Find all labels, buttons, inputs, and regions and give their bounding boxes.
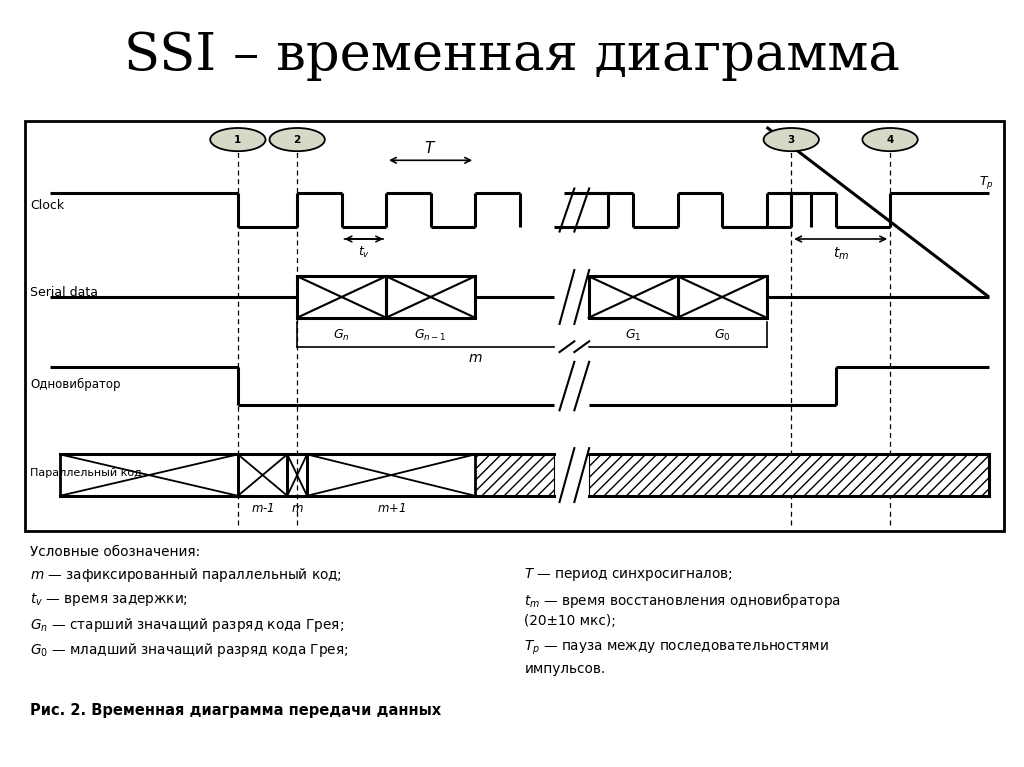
- Text: $G_{n-1}$: $G_{n-1}$: [415, 328, 446, 343]
- Text: $G_0$: $G_0$: [714, 328, 730, 343]
- Text: $T_p$ — пауза между последовательностями: $T_p$ — пауза между последовательностями: [524, 639, 829, 657]
- Text: Serial data: Serial data: [31, 286, 98, 299]
- Circle shape: [764, 128, 819, 151]
- Text: $G_n$ — старший значащий разряд кода Грея;: $G_n$ — старший значащий разряд кода Гре…: [31, 616, 344, 634]
- Text: $T$: $T$: [424, 140, 436, 156]
- Text: Одновибратор: Одновибратор: [31, 377, 121, 390]
- Text: $t_m$: $t_m$: [833, 245, 849, 262]
- Text: $m$-1: $m$-1: [251, 502, 274, 515]
- Text: $G_0$ — младший значащий разряд кода Грея;: $G_0$ — младший значащий разряд кода Гре…: [31, 641, 349, 660]
- Text: $G_1$: $G_1$: [625, 328, 641, 343]
- Circle shape: [862, 128, 918, 151]
- Circle shape: [269, 128, 325, 151]
- Text: Параллельный код: Параллельный код: [31, 468, 142, 478]
- Text: $m$: $m$: [468, 351, 482, 365]
- Text: $T$ — период синхросигналов;: $T$ — период синхросигналов;: [524, 566, 733, 583]
- Text: Условные обозначения:: Условные обозначения:: [31, 545, 201, 559]
- Bar: [475, 454, 554, 495]
- Text: $m$: $m$: [291, 502, 303, 515]
- Text: импульсов.: импульсов.: [524, 662, 605, 676]
- Text: $m$+1: $m$+1: [377, 502, 406, 515]
- Text: 4: 4: [887, 134, 894, 145]
- Text: 1: 1: [234, 134, 242, 145]
- Text: SSI – временная диаграмма: SSI – временная диаграмма: [124, 30, 900, 81]
- Text: Clock: Clock: [31, 199, 65, 212]
- Text: $G_n$: $G_n$: [334, 328, 350, 343]
- Text: (20±10 мкс);: (20±10 мкс);: [524, 614, 616, 628]
- Text: $m$ — зафиксированный параллельный код;: $m$ — зафиксированный параллельный код;: [31, 566, 342, 584]
- Text: Рис. 2. Временная диаграмма передачи данных: Рис. 2. Временная диаграмма передачи дан…: [31, 703, 441, 718]
- Text: $T_p$: $T_p$: [979, 174, 994, 192]
- Circle shape: [210, 128, 265, 151]
- Text: 2: 2: [294, 134, 301, 145]
- Text: $t_v$: $t_v$: [357, 245, 370, 260]
- Bar: [589, 454, 989, 495]
- Text: $t_m$ — время восстановления одновибратора: $t_m$ — время восстановления одновибрато…: [524, 591, 842, 610]
- Text: $t_v$ — время задержки;: $t_v$ — время задержки;: [31, 591, 188, 608]
- Text: 3: 3: [787, 134, 795, 145]
